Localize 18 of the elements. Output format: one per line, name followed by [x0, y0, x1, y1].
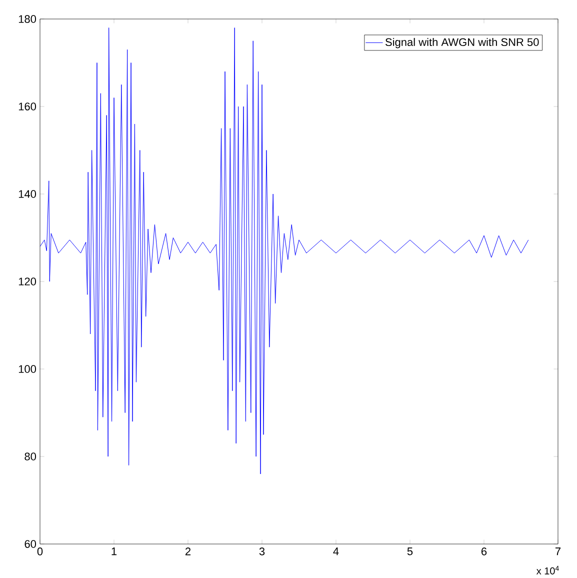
x-tick-label: 7 [555, 548, 560, 556]
x-tick-label: 6 [481, 548, 487, 556]
y-tick-label: 160 [18, 102, 36, 110]
text: x 10$^{4}$ [536, 566, 559, 574]
x-tick-label: 2 [185, 548, 191, 556]
y-tick-label: 140 [18, 190, 36, 198]
x-tick-label: 4 [333, 548, 339, 556]
x-tick-label: 1 [112, 548, 117, 556]
y-tick-label: 60 [24, 540, 36, 548]
y-tick-label: 100 [18, 365, 36, 373]
line-series [40, 28, 529, 474]
x-tick-label: 0 [37, 548, 43, 556]
x-tick-label: 3 [259, 548, 265, 556]
y-tick-label: 180 [18, 15, 36, 23]
legend-label: Signal with AWGN with SNR 50 [386, 38, 539, 48]
x-tick-label: 5 [407, 548, 413, 556]
y-tick-label: 120 [18, 278, 36, 286]
y-tick-label: 80 [24, 452, 36, 460]
